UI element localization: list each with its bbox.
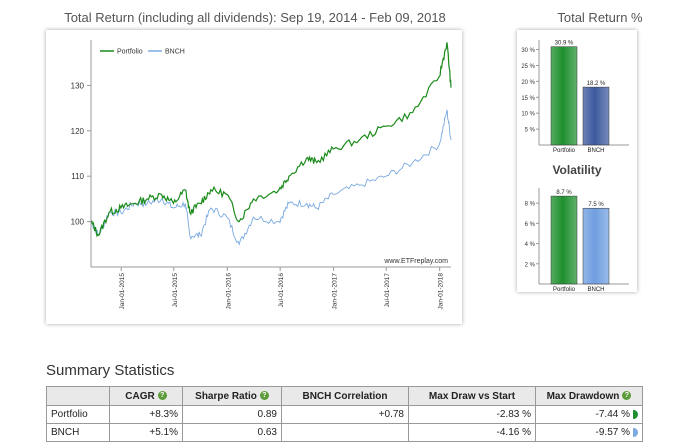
- drawdown-marker-icon: [633, 427, 638, 437]
- col-header-max-drawdown: Max Drawdown?: [535, 386, 643, 406]
- y-tick-label: 15 %: [521, 96, 535, 102]
- y-tick-label: 130: [71, 81, 85, 90]
- y-tick-label: 20 %: [521, 80, 535, 86]
- x-tick-label: Jul-01-2015: [172, 273, 179, 308]
- y-tick-label: 5 %: [525, 128, 536, 134]
- legend-label: BNCH: [165, 49, 185, 56]
- data-label: 18.2 %: [587, 81, 606, 87]
- y-tick-label: 2 %: [525, 262, 536, 268]
- legend-label: Portfolio: [117, 49, 143, 56]
- category-label: Portfolio: [553, 148, 576, 154]
- table-header-row: CAGR? Sharpe Ratio? BNCH Correlation Max…: [46, 386, 643, 406]
- y-tick-label: 8 %: [525, 202, 536, 208]
- data-label: 8.7 %: [556, 190, 572, 196]
- col-header-correlation: BNCH Correlation: [281, 386, 409, 406]
- y-tick-label: 110: [71, 172, 84, 181]
- summary-stats-table: CAGR? Sharpe Ratio? BNCH Correlation Max…: [46, 386, 643, 442]
- max-draw-vs-start-cell: -4.16 %: [408, 423, 536, 442]
- x-tick-label: Jul-01-2017: [384, 273, 391, 308]
- drawdown-marker-icon: [633, 409, 638, 419]
- bar-bnch: [582, 86, 610, 146]
- side-charts-panel: 5 % 10 % 15 % 20 % 25 % 30 % 30.9 % Portfolio 18…: [517, 30, 637, 293]
- category-label: Portfolio: [553, 287, 576, 292]
- max-drawdown-cell: -9.57 %: [535, 423, 643, 442]
- y-tick-label: 100: [71, 218, 85, 227]
- y-tick-label: 25 %: [521, 64, 535, 70]
- x-tick-label: Jan-01-2015: [119, 273, 126, 310]
- col-header-cagr: CAGR?: [109, 386, 183, 406]
- cagr-cell: +5.1%: [109, 423, 183, 442]
- bar-bnch: [582, 207, 610, 285]
- table-row: Portfolio +8.3% 0.89 +0.78 -2.83 % -7.44…: [46, 405, 643, 424]
- col-header-name: [46, 386, 110, 406]
- y-tick-label: 120: [71, 127, 85, 136]
- table-row: BNCH +5.1% 0.63 -4.16 % -9.57 %: [46, 423, 643, 442]
- max-drawdown-cell: -7.44 %: [535, 405, 643, 424]
- series-line-portfolio: [90, 42, 452, 238]
- summary-heading: Summary Statistics: [46, 362, 175, 379]
- help-icon[interactable]: ?: [157, 391, 167, 401]
- side-bar-charts: 5 % 10 % 15 % 20 % 25 % 30 % 30.9 % Portfolio 18…: [521, 40, 629, 293]
- row-name: BNCH: [46, 423, 110, 442]
- category-label: BNCH: [587, 287, 604, 292]
- sharpe-cell: 0.89: [182, 405, 282, 424]
- y-tick-label: 6 %: [525, 222, 536, 228]
- correlation-cell: +0.78: [281, 405, 409, 424]
- correlation-cell: [281, 423, 409, 442]
- y-tick-label: 30 %: [521, 48, 535, 54]
- x-tick-label: Jan-01-2016: [225, 273, 232, 310]
- row-name: Portfolio: [46, 405, 110, 424]
- cagr-cell: +8.3%: [109, 405, 183, 424]
- total-return-title: Total Return %: [557, 10, 643, 25]
- col-header-max-draw-vs-start: Max Draw vs Start: [408, 386, 536, 406]
- sharpe-cell: 0.63: [182, 423, 282, 442]
- help-icon[interactable]: ?: [259, 391, 269, 401]
- help-icon[interactable]: ?: [622, 391, 632, 401]
- col-header-sharpe: Sharpe Ratio?: [182, 386, 282, 406]
- bar-portfolio: [550, 195, 578, 285]
- main-chart-panel: 100 110 120 130 Jan-01-2015 Jul-01-2015 Jan-01…: [46, 30, 462, 324]
- y-tick-label: 10 %: [521, 112, 535, 118]
- volatility-title: Volatility: [552, 163, 601, 177]
- data-label: 30.9 %: [555, 41, 574, 47]
- bar-portfolio: [550, 46, 578, 146]
- max-draw-vs-start-cell: -2.83 %: [408, 405, 536, 424]
- category-label: BNCH: [587, 148, 604, 154]
- data-label: 7.5 %: [588, 202, 604, 208]
- x-tick-label: Jul-01-2016: [278, 273, 285, 308]
- x-tick-label: Jan-01-2018: [438, 273, 445, 310]
- total-return-line-chart: 100 110 120 130 Jan-01-2015 Jul-01-2015 Jan-01…: [71, 40, 452, 310]
- x-tick-label: Jan-01-2017: [332, 273, 339, 310]
- y-tick-label: 4 %: [525, 242, 536, 248]
- series-line-bnch: [90, 109, 452, 246]
- watermark: www.ETFreplay.com: [383, 258, 448, 265]
- main-chart-title: Total Return (including all dividends): …: [64, 10, 446, 25]
